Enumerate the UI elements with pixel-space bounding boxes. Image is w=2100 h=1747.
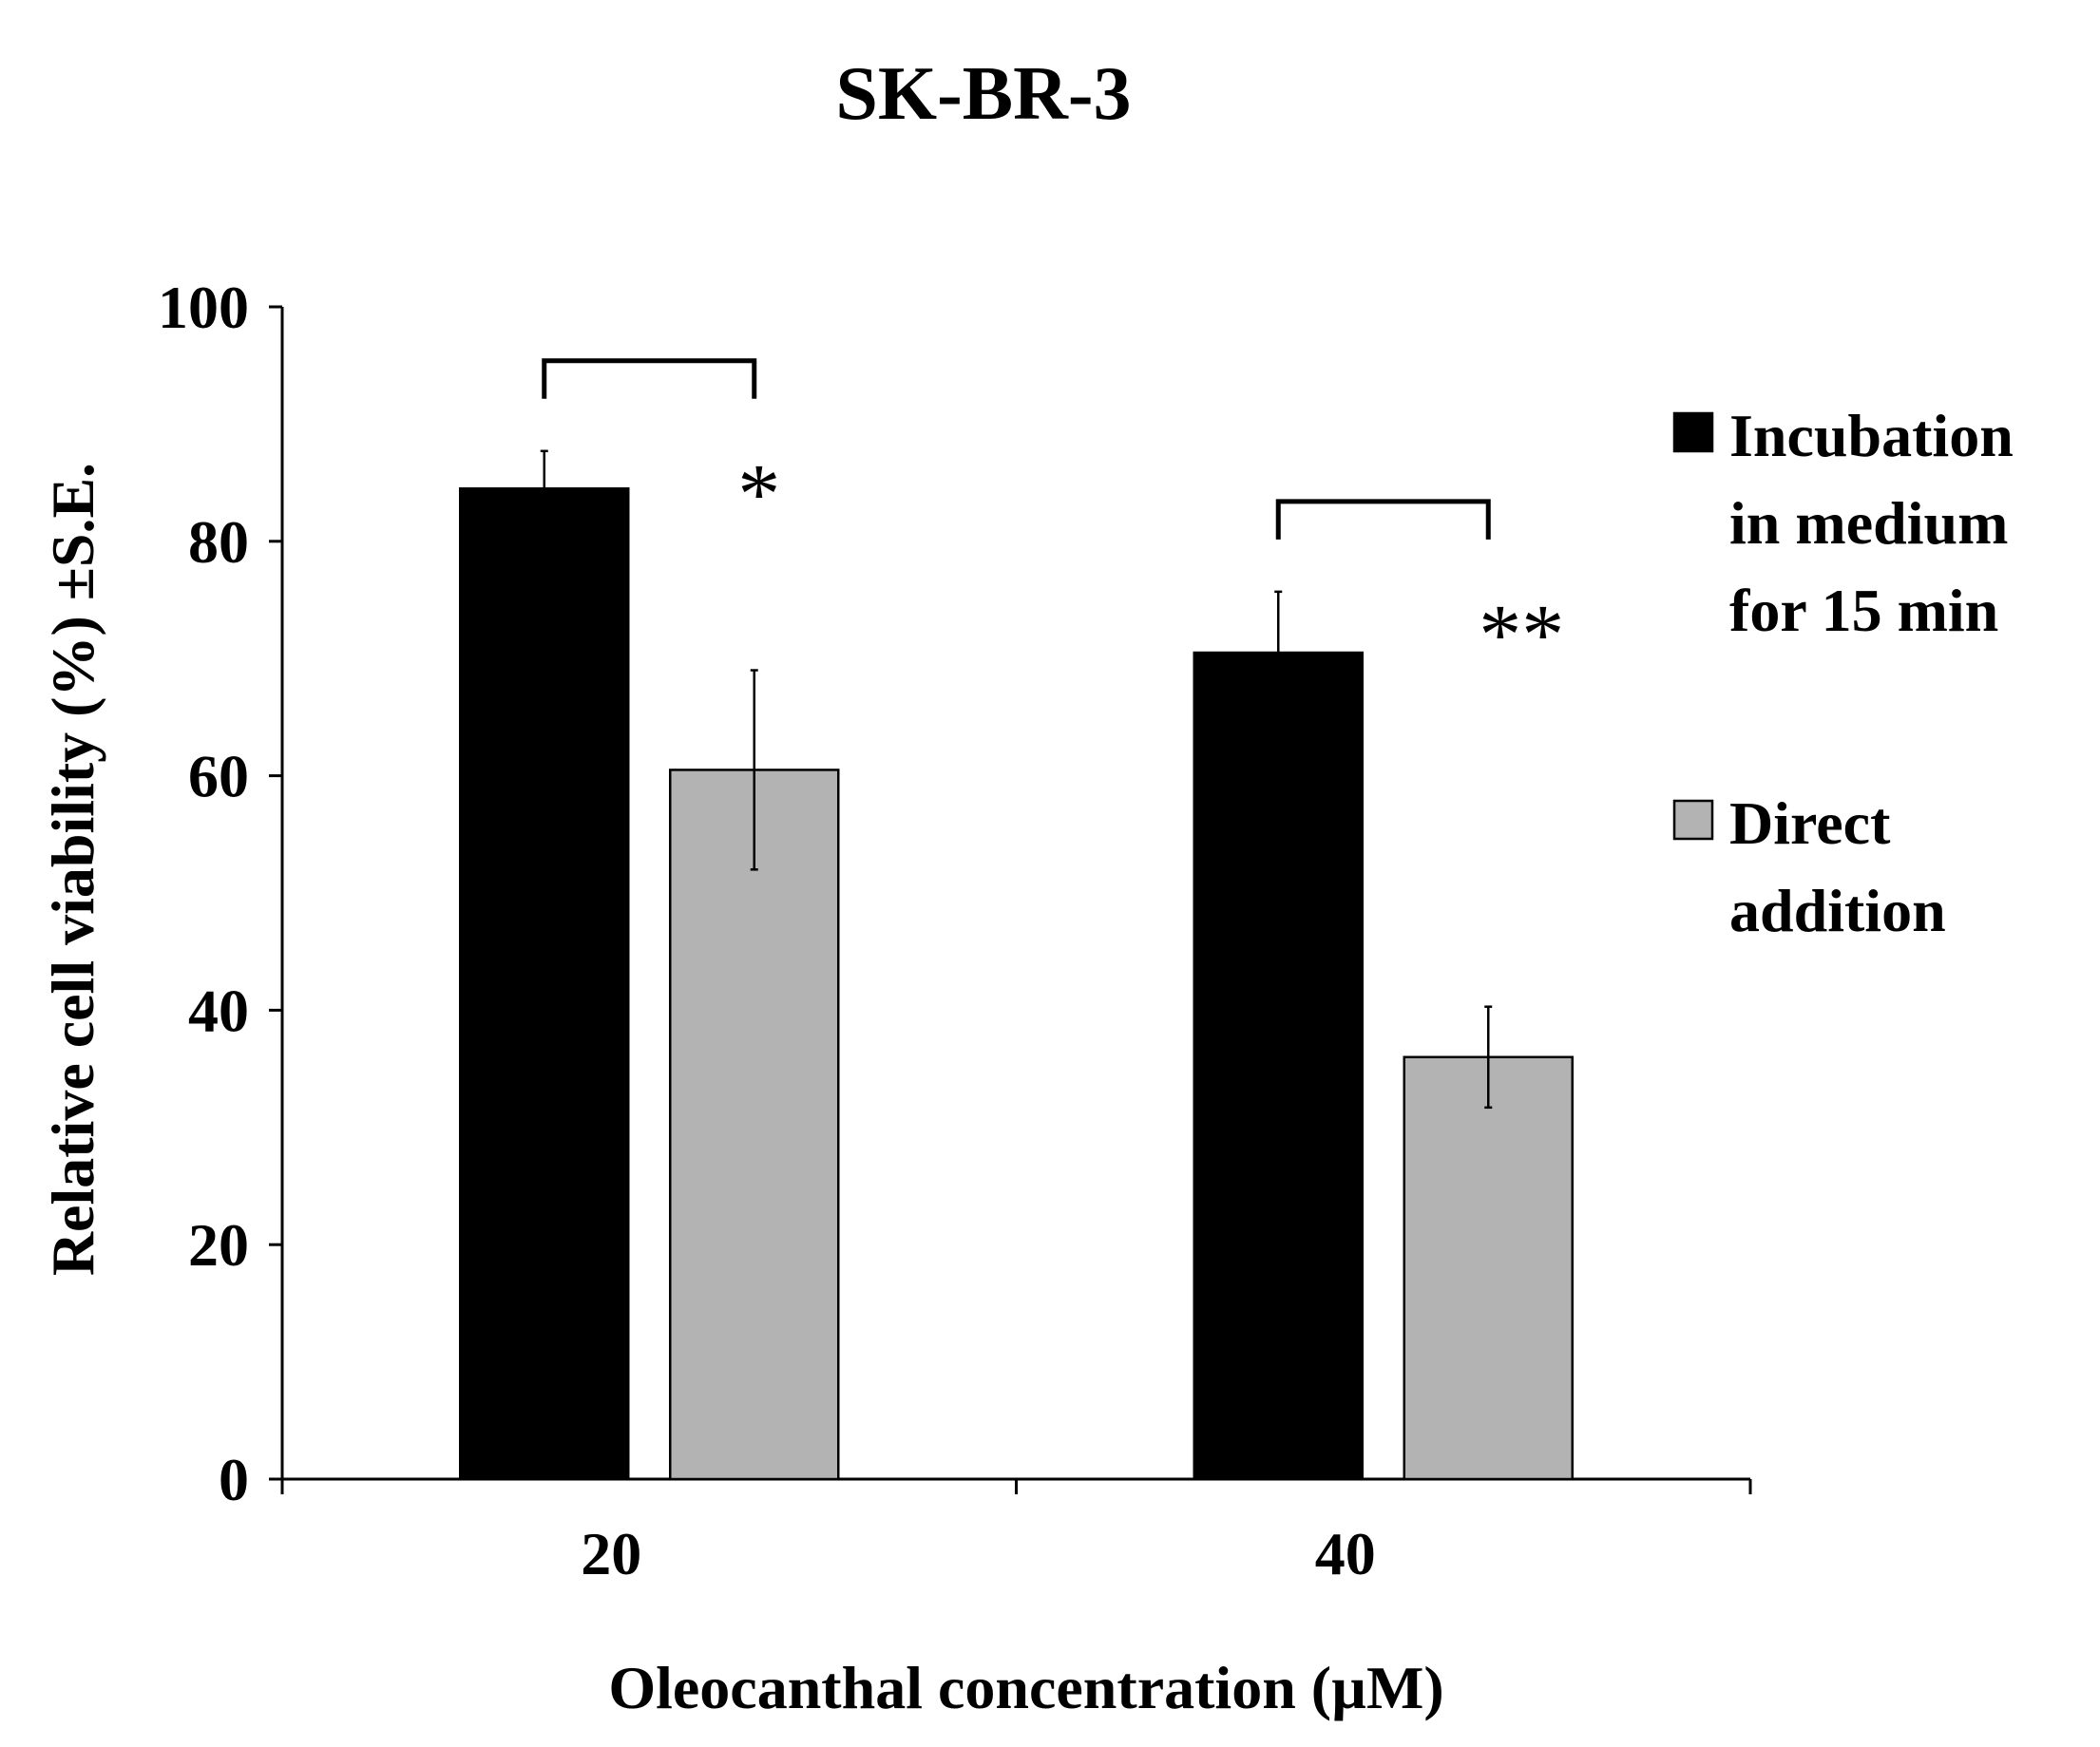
bar-incubation-40 (1193, 651, 1364, 1481)
plot-area: 0 20 40 60 80 100 * 20 ** 40 (158, 274, 1752, 1587)
x-tick-label: 40 (1315, 1520, 1376, 1587)
y-axis-label: Relative cell viability (%) ±S.E. (39, 463, 106, 1276)
significance-marker: * (737, 447, 780, 541)
legend-label: Incubation (1729, 402, 2014, 469)
legend: Incubation in medium for 15 min Direct addit… (1672, 402, 2014, 944)
significance-marker: ** (1479, 588, 1564, 682)
y-tick-label: 80 (188, 508, 249, 576)
legend-swatch-incubation (1672, 411, 1714, 453)
legend-label: for 15 min (1729, 577, 1998, 644)
y-tick-label: 0 (219, 1446, 249, 1513)
x-tick-label: 20 (581, 1520, 641, 1587)
legend-label: Direct (1729, 789, 1891, 857)
legend-label: addition (1729, 877, 1946, 944)
legend-label: in medium (1729, 489, 2008, 557)
bar-direct-addition-20 (669, 769, 840, 1481)
y-tick-label: 40 (188, 977, 249, 1044)
legend-swatch-direct-addition (1672, 799, 1714, 841)
chart-title: SK-BR-3 (835, 52, 1131, 136)
x-axis-label: Oleocanthal concentration (µM) (608, 1654, 1443, 1721)
bar-direct-addition-40 (1403, 1055, 1574, 1481)
bar-incubation-20 (459, 487, 630, 1481)
y-tick-label: 20 (188, 1211, 249, 1279)
y-tick-label: 60 (188, 743, 249, 810)
significance-bracket (542, 358, 757, 399)
y-tick-label: 100 (158, 274, 249, 341)
significance-bracket (1275, 499, 1491, 540)
